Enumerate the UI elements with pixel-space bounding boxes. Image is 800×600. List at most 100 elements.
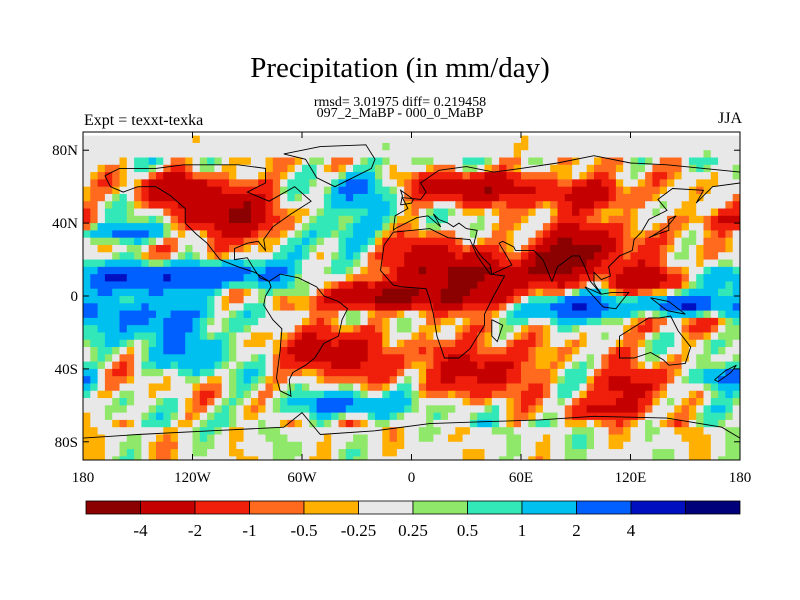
field-cell bbox=[440, 208, 449, 217]
field-cell bbox=[331, 405, 340, 414]
field-cell bbox=[630, 405, 639, 414]
field-cell bbox=[360, 332, 369, 341]
field-cell bbox=[652, 135, 661, 144]
field-cell bbox=[477, 274, 486, 283]
field-cell bbox=[674, 398, 683, 406]
field-cell bbox=[360, 208, 369, 217]
field-cell bbox=[126, 142, 135, 151]
field-cell bbox=[652, 215, 661, 224]
field-cell bbox=[221, 186, 230, 195]
field-cell bbox=[265, 172, 274, 180]
field-cell bbox=[389, 332, 398, 341]
field-cell bbox=[199, 310, 208, 319]
field-cell bbox=[696, 427, 705, 436]
field-cell bbox=[667, 456, 675, 460]
field-cell bbox=[396, 317, 405, 326]
field-cell bbox=[207, 434, 215, 443]
field-cell bbox=[185, 441, 194, 450]
field-cell bbox=[557, 405, 566, 414]
field-cell bbox=[703, 208, 712, 217]
field-cell bbox=[615, 419, 624, 428]
field-cell bbox=[725, 361, 734, 370]
field-cell bbox=[448, 325, 456, 334]
field-cell bbox=[433, 449, 442, 457]
field-cell bbox=[535, 347, 544, 355]
field-cell bbox=[148, 317, 157, 326]
field-cell bbox=[331, 325, 340, 334]
field-cell bbox=[674, 376, 683, 385]
field-cell bbox=[148, 142, 157, 151]
field-cell bbox=[491, 215, 500, 224]
field-cell bbox=[294, 310, 303, 319]
field-cell bbox=[331, 215, 340, 224]
field-cell bbox=[630, 398, 639, 406]
field-cell bbox=[732, 398, 740, 406]
field-cell bbox=[681, 456, 690, 460]
field-cell bbox=[535, 172, 544, 180]
field-cell bbox=[455, 157, 464, 166]
field-cell bbox=[367, 230, 376, 239]
field-cell bbox=[674, 274, 683, 283]
field-cell bbox=[170, 361, 179, 370]
field-cell bbox=[258, 208, 267, 217]
field-cell bbox=[243, 354, 252, 363]
field-cell bbox=[214, 325, 223, 334]
field-cell bbox=[703, 412, 712, 421]
field-cell bbox=[353, 361, 361, 370]
field-cell bbox=[156, 237, 164, 246]
field-cell bbox=[331, 230, 340, 239]
field-cell bbox=[280, 266, 288, 275]
field-cell bbox=[506, 427, 515, 436]
field-cell bbox=[309, 398, 318, 406]
field-cell bbox=[214, 201, 223, 210]
field-cell bbox=[338, 164, 347, 173]
field-cell bbox=[287, 310, 296, 319]
field-cell bbox=[404, 237, 413, 246]
field-cell bbox=[90, 157, 99, 166]
field-cell bbox=[448, 441, 456, 450]
field-cell bbox=[280, 325, 288, 334]
field-cell bbox=[141, 456, 150, 460]
field-cell bbox=[688, 274, 697, 283]
field-cell bbox=[272, 296, 281, 304]
field-cell bbox=[491, 186, 500, 195]
field-cell bbox=[667, 412, 675, 421]
field-cell bbox=[572, 398, 580, 406]
field-cell bbox=[119, 223, 128, 231]
field-cell bbox=[185, 135, 194, 144]
field-cell bbox=[732, 186, 740, 195]
field-cell bbox=[521, 398, 529, 406]
field-cell bbox=[696, 186, 705, 195]
field-cell bbox=[718, 281, 726, 290]
field-cell bbox=[382, 215, 391, 224]
field-cell bbox=[608, 244, 617, 253]
field-cell bbox=[287, 325, 296, 334]
field-cell bbox=[637, 354, 646, 363]
field-cell bbox=[185, 376, 194, 385]
field-cell bbox=[594, 449, 602, 457]
field-cell bbox=[119, 303, 128, 312]
field-cell bbox=[258, 215, 267, 224]
field-cell bbox=[90, 274, 99, 283]
field-cell bbox=[440, 164, 449, 173]
field-cell bbox=[667, 376, 675, 385]
field-cell bbox=[265, 419, 274, 428]
field-cell bbox=[615, 274, 624, 283]
field-cell bbox=[360, 434, 369, 443]
field-cell bbox=[608, 223, 617, 231]
field-cell bbox=[491, 390, 500, 399]
field-cell bbox=[703, 361, 712, 370]
field-cell bbox=[309, 296, 318, 304]
field-cell bbox=[732, 193, 740, 202]
field-cell bbox=[170, 317, 179, 326]
field-cell bbox=[199, 339, 208, 348]
field-cell bbox=[258, 230, 267, 239]
field-cell bbox=[594, 274, 602, 283]
field-cell bbox=[411, 325, 420, 334]
field-cell bbox=[659, 274, 668, 283]
field-cell bbox=[601, 390, 610, 399]
field-cell bbox=[323, 164, 332, 173]
field-cell bbox=[199, 150, 208, 159]
field-cell bbox=[214, 405, 223, 414]
field-cell bbox=[725, 223, 734, 231]
